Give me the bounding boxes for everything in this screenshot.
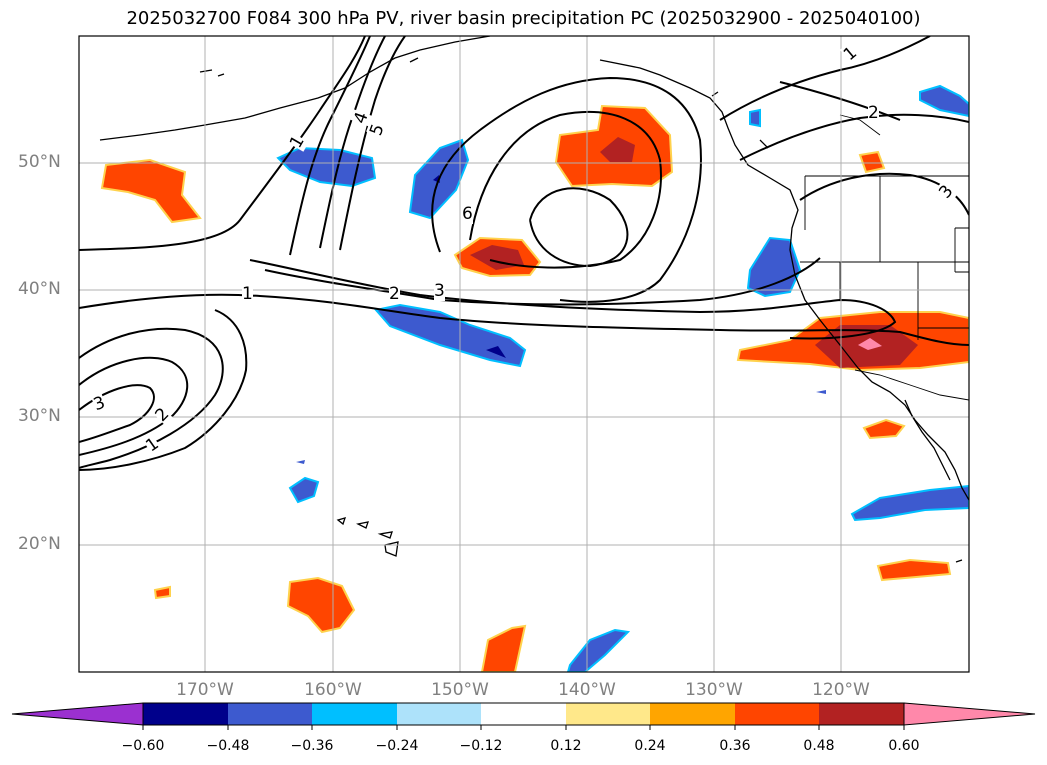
plot-frame [78, 35, 970, 673]
lon-label: 170°W [176, 680, 234, 700]
colorbar-under [11, 702, 144, 726]
lon-label: 130°W [685, 680, 743, 700]
colorbar-bin [735, 703, 819, 725]
contour-label: 2 [868, 103, 879, 123]
colorbar-bin [650, 703, 735, 725]
colorbar-tick-label: 0.60 [888, 738, 920, 754]
colorbar-bin [397, 703, 481, 725]
colorbar-tick-label: −0.24 [375, 738, 419, 754]
lat-label: 30°N [18, 406, 61, 426]
colorbar-over [903, 702, 1036, 726]
colorbar-tick-label: −0.12 [459, 738, 503, 754]
contour-label: 1 [242, 284, 253, 304]
colorbar-tick-label: −0.60 [121, 738, 165, 754]
colorbar-tick-label: −0.48 [206, 738, 250, 754]
lon-label: 160°W [304, 680, 362, 700]
colorbar-tick-label: 0.36 [719, 738, 751, 754]
colorbar-bin [481, 703, 566, 725]
lon-label: 120°W [812, 680, 870, 700]
pv-contours [79, 36, 969, 471]
lon-label: 150°W [431, 680, 489, 700]
colorbar-bin [819, 703, 904, 725]
colorbar-tick-label: 0.24 [634, 738, 666, 754]
colorbar-tick-label: 0.48 [803, 738, 835, 754]
map-title: 2025032700 F084 300 hPa PV, river basin … [126, 8, 921, 29]
precipitation-shading [100, 84, 969, 672]
colorbar-bin [228, 703, 312, 725]
lon-label: 140°W [558, 680, 616, 700]
lat-label: 20°N [18, 534, 61, 554]
contour-label: 6 [462, 204, 473, 224]
lat-label: 40°N [18, 279, 61, 299]
coastlines [99, 36, 969, 563]
colorbar-bin [143, 703, 228, 725]
colorbar-bin [566, 703, 650, 725]
colorbar-bin [312, 703, 397, 725]
lat-label: 50°N [18, 152, 61, 172]
political-borders [800, 114, 969, 401]
gridlines [79, 36, 969, 672]
contour-label: 2 [389, 284, 400, 304]
colorbar-tick-label: −0.36 [290, 738, 334, 754]
contour-label: 3 [434, 281, 445, 301]
colorbar [11, 702, 1036, 730]
colorbar-tick-label: 0.12 [550, 738, 582, 754]
